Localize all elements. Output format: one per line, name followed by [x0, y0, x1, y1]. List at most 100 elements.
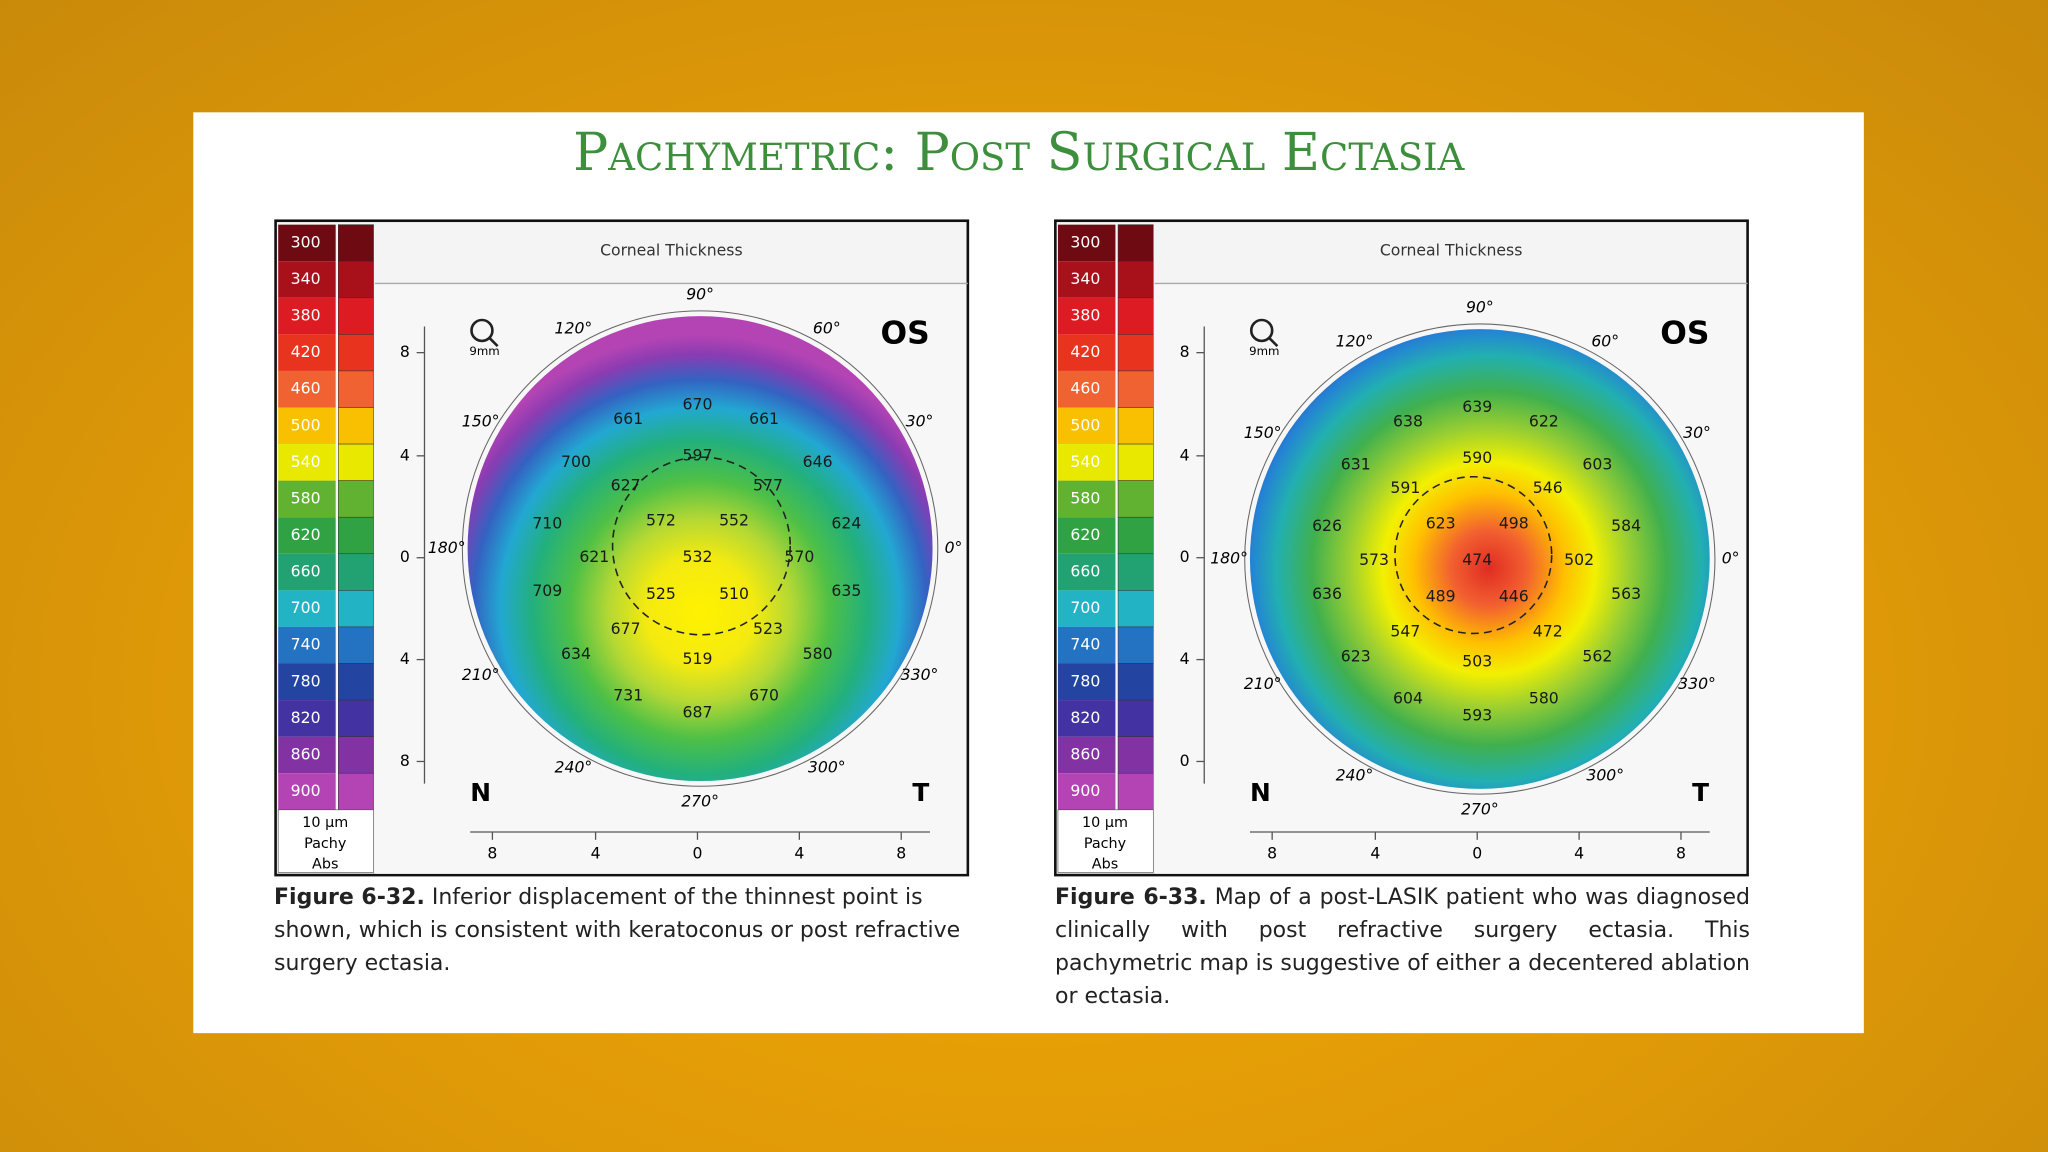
x-tick-label: 4	[1574, 844, 1584, 863]
y-tick-label: 4	[400, 649, 410, 668]
thickness-value: 670	[749, 686, 779, 705]
scale-bar	[1117, 699, 1154, 737]
angle-label: 330°	[901, 665, 939, 684]
thickness-value: 621	[579, 547, 609, 566]
angle-label: 90°	[1466, 298, 1494, 317]
scale-label: 500	[1070, 415, 1100, 434]
scale-label: 380	[291, 306, 321, 325]
panel-title: Corneal Thickness	[600, 240, 743, 259]
thickness-value: 661	[749, 409, 779, 428]
eye-label: OS	[881, 315, 930, 351]
scale-bar	[338, 480, 374, 518]
thickness-value: 546	[1533, 478, 1563, 497]
thickness-value: 626	[1312, 516, 1342, 535]
zoom-icon	[1249, 318, 1274, 343]
scale-bar	[338, 553, 374, 591]
scale-swatch	[1057, 444, 1116, 481]
thickness-value: 532	[683, 547, 713, 566]
scale-label: 540	[291, 452, 321, 471]
thickness-value: 510	[719, 584, 749, 603]
scale-bar	[1117, 626, 1154, 664]
scale-swatch	[278, 407, 336, 445]
x-tick-label: 4	[591, 844, 601, 863]
scale-bar	[338, 699, 374, 737]
scale-label: 500	[291, 415, 321, 434]
x-tick-label: 8	[487, 844, 497, 863]
scale-label: 900	[1070, 781, 1100, 800]
scale-swatch	[1057, 663, 1116, 701]
angle-label: 90°	[686, 285, 714, 304]
angle-label: 60°	[813, 319, 841, 338]
x-tick-label: 0	[692, 844, 702, 863]
scale-bar	[1117, 553, 1154, 591]
scale-swatch	[1057, 480, 1116, 518]
thickness-value: 593	[1462, 705, 1492, 724]
thickness-value: 636	[1312, 584, 1342, 603]
scale-swatch	[1057, 370, 1116, 408]
x-tick-label: 8	[896, 844, 906, 863]
thickness-value: 519	[683, 649, 713, 668]
thickness-value: 474	[1462, 550, 1492, 569]
nasal-label: N	[1250, 778, 1271, 807]
scale-mode: Abs	[1092, 857, 1118, 873]
scale-footer	[1057, 809, 1154, 873]
thickness-value: 638	[1393, 411, 1423, 430]
scale-label: 740	[291, 635, 321, 654]
scale-swatch	[278, 480, 336, 518]
scale-swatch	[1057, 553, 1116, 591]
scale-label: 740	[1070, 635, 1100, 654]
scale-swatch	[1057, 736, 1116, 774]
thickness-value: 604	[1393, 688, 1423, 707]
angle-label: 30°	[1683, 423, 1711, 442]
pachymetry-figure: 300 340 380 420 460 500 540 580 620 660 700 740 780 8…	[274, 219, 970, 877]
y-tick-label: 4	[1180, 445, 1190, 464]
thickness-value: 639	[1462, 397, 1492, 416]
zoom-label: 9mm	[469, 344, 499, 358]
scale-bar	[338, 224, 374, 262]
y-tick-label: 4	[1180, 649, 1190, 668]
thickness-map	[467, 316, 933, 782]
scale-bar	[1117, 590, 1154, 628]
thickness-value: 677	[611, 619, 641, 638]
scale-label: 860	[291, 744, 321, 763]
zoom-icon-handle	[488, 337, 499, 348]
nasal-label: N	[470, 778, 491, 807]
thickness-value: 627	[611, 475, 641, 494]
x-tick-label: 8	[1676, 844, 1686, 863]
scale-swatch	[278, 517, 336, 554]
thickness-value: 623	[1426, 513, 1456, 532]
scale-type: Pachy	[1084, 836, 1127, 852]
scale-bar	[338, 443, 374, 481]
thickness-value: 661	[613, 409, 643, 428]
scale-swatch	[278, 553, 336, 591]
y-tick-label: 8	[1180, 342, 1190, 361]
x-tick-label: 4	[794, 844, 804, 863]
y-tick-label: 0	[1180, 751, 1190, 770]
angle-label: 120°	[555, 319, 593, 338]
angle-label: 240°	[555, 758, 593, 777]
angle-ring	[461, 310, 939, 787]
thickness-value: 710	[532, 513, 562, 532]
scale-bar	[338, 370, 374, 408]
scale-bar	[1117, 443, 1154, 481]
caption-text: Inferior displacement of the thinnest po…	[274, 885, 961, 976]
angle-label: 0°	[945, 538, 963, 557]
scale-label: 460	[1070, 379, 1100, 398]
angle-label: 180°	[428, 538, 466, 557]
caption-label: Figure 6-32.	[274, 885, 425, 910]
scale-swatch	[1057, 334, 1116, 371]
thickness-value: 577	[753, 475, 783, 494]
scale-type: Pachy	[304, 836, 347, 852]
scale-swatch	[278, 773, 336, 810]
thickness-value: 591	[1390, 478, 1420, 497]
scale-label: 460	[291, 379, 321, 398]
scale-label: 300	[291, 232, 321, 251]
scale-label: 420	[291, 342, 321, 361]
scale-bar	[1117, 736, 1154, 774]
zoom-icon	[470, 318, 494, 343]
thickness-value: 709	[532, 581, 562, 600]
scale-bar	[338, 297, 374, 335]
thickness-value: 624	[831, 513, 861, 532]
scale-swatch	[1057, 626, 1116, 664]
